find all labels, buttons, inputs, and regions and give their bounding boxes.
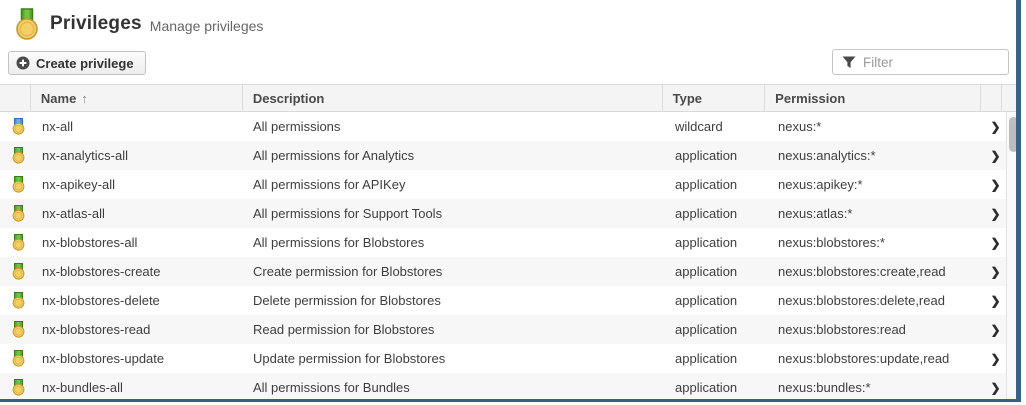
scrollbar-thumb[interactable] (1009, 117, 1016, 152)
page-subtitle: Manage privileges (149, 17, 264, 34)
privilege-name: nx-atlas-all (42, 206, 105, 221)
privilege-description: Update permission for Blobstores (253, 351, 446, 366)
filter-box (832, 49, 1009, 75)
privilege-description: Create permission for Blobstores (253, 264, 443, 279)
table-row[interactable]: nx-blobstores-all All permissions for Bl… (0, 228, 1006, 257)
privilege-name: nx-all (42, 119, 74, 134)
privilege-description: Read permission for Blobstores (253, 322, 435, 337)
chevron-right-icon: ❯ (990, 380, 1001, 395)
medal-blue-icon (0, 118, 30, 135)
privilege-type: application (675, 206, 738, 221)
privilege-name: nx-blobstores-update (42, 351, 165, 366)
privilege-permission: nexus:blobstores:create,read (778, 264, 946, 279)
privilege-description: All permissions for APIKey (253, 177, 406, 192)
chevron-right-icon: ❯ (990, 264, 1001, 279)
table-row[interactable]: nx-bundles-all All permissions for Bundl… (0, 373, 1006, 399)
medal-green-icon (0, 350, 30, 367)
chevron-right-icon: ❯ (990, 293, 1001, 308)
table-row[interactable]: nx-blobstores-read Read permission for B… (0, 315, 1006, 344)
privilege-type: application (675, 351, 738, 366)
privilege-permission: nexus:analytics:* (778, 148, 876, 163)
privilege-type: application (675, 177, 738, 192)
privilege-type: application (675, 148, 738, 163)
column-header-type[interactable]: Type (661, 85, 765, 111)
chevron-right-icon: ❯ (990, 206, 1001, 221)
privilege-name: nx-blobstores-all (42, 235, 138, 250)
column-header-name[interactable]: Name ↑ (29, 85, 242, 111)
privilege-description: All permissions for Support Tools (253, 206, 443, 221)
medal-green-icon (0, 147, 30, 164)
sort-asc-icon: ↑ (81, 90, 88, 106)
privilege-name: nx-blobstores-read (42, 322, 151, 337)
privilege-type: application (675, 235, 738, 250)
table-row[interactable]: nx-analytics-all All permissions for Ana… (0, 141, 1006, 170)
privilege-name: nx-bundles-all (42, 380, 123, 395)
privilege-type: wildcard (675, 119, 723, 134)
column-header-spacer (1001, 85, 1016, 111)
page-header: Privileges Manage privileges (0, 0, 1016, 48)
medal-green-icon (0, 205, 30, 222)
privilege-permission: nexus:atlas:* (778, 206, 853, 221)
privilege-name: nx-blobstores-create (42, 264, 161, 279)
medal-green-icon (0, 321, 30, 338)
privilege-type: application (675, 380, 738, 395)
medal-green-icon (0, 292, 30, 309)
privilege-permission: nexus:blobstores:update,read (778, 351, 950, 366)
privilege-description: All permissions (253, 119, 341, 134)
privileges-medal-icon (14, 7, 40, 41)
privilege-permission: nexus:blobstores:read (778, 322, 906, 337)
column-header-permission[interactable]: Permission (764, 85, 980, 111)
column-header-icon (0, 85, 30, 111)
chevron-right-icon: ❯ (990, 351, 1001, 366)
privilege-permission: nexus:blobstores:* (778, 235, 885, 250)
create-privilege-label: Create privilege (36, 55, 134, 71)
table-body: nx-all All permissions wildcard nexus:* … (0, 112, 1016, 399)
table-rows: nx-all All permissions wildcard nexus:* … (0, 112, 1006, 399)
toolbar: Create privilege (0, 48, 1016, 84)
privilege-description: All permissions for Blobstores (253, 235, 425, 250)
privilege-permission: nexus:* (778, 119, 822, 134)
table-row[interactable]: nx-blobstores-create Create permission f… (0, 257, 1006, 286)
privilege-type: application (675, 293, 738, 308)
medal-green-icon (0, 176, 30, 193)
privilege-description: All permissions for Analytics (253, 148, 415, 163)
privilege-permission: nexus:bundles:* (778, 380, 871, 395)
privilege-type: application (675, 322, 738, 337)
table-row[interactable]: nx-apikey-all All permissions for APIKey… (0, 170, 1006, 199)
privilege-name: nx-apikey-all (42, 177, 115, 192)
privilege-description: Delete permission for Blobstores (253, 293, 441, 308)
medal-green-icon (0, 379, 30, 396)
create-privilege-button[interactable]: Create privilege (8, 51, 146, 75)
chevron-right-icon: ❯ (990, 322, 1001, 337)
vertical-scrollbar[interactable] (1006, 112, 1016, 399)
privilege-permission: nexus:blobstores:delete,read (778, 293, 945, 308)
page-title: Privileges (50, 13, 142, 34)
filter-funnel-icon (842, 56, 856, 69)
table-row[interactable]: nx-blobstores-delete Delete permission f… (0, 286, 1006, 315)
chevron-right-icon: ❯ (990, 148, 1001, 163)
privilege-permission: nexus:apikey:* (778, 177, 863, 192)
table-row[interactable]: nx-all All permissions wildcard nexus:* … (0, 112, 1006, 141)
table-header-row: Name ↑ Description Type Permission (0, 84, 1016, 112)
chevron-right-icon: ❯ (990, 119, 1001, 134)
table-row[interactable]: nx-atlas-all All permissions for Support… (0, 199, 1006, 228)
medal-green-icon (0, 263, 30, 280)
privilege-name: nx-analytics-all (42, 148, 128, 163)
filter-input[interactable] (863, 54, 998, 70)
chevron-right-icon: ❯ (990, 235, 1001, 250)
column-header-description[interactable]: Description (241, 85, 662, 111)
privilege-type: application (675, 264, 738, 279)
plus-icon (16, 56, 30, 70)
column-header-action (980, 85, 1001, 111)
table-row[interactable]: nx-blobstores-update Update permission f… (0, 344, 1006, 373)
privilege-description: All permissions for Bundles (253, 380, 410, 395)
privilege-name: nx-blobstores-delete (42, 293, 160, 308)
chevron-right-icon: ❯ (990, 177, 1001, 192)
medal-green-icon (0, 234, 30, 251)
